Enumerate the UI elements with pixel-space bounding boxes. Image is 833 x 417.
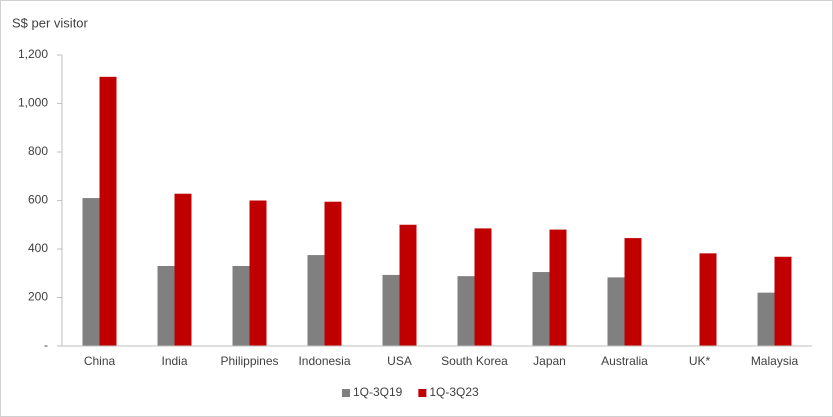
bar [757,292,775,346]
x-tick-label: India [161,354,187,368]
y-tick-label: 600 [28,193,48,207]
legend-swatch [418,389,427,397]
bar [307,255,325,346]
x-tick-label: Australia [601,354,648,368]
bar [324,201,342,346]
legend-label: 1Q-3Q23 [429,385,479,399]
bar [774,256,792,346]
y-tick-label: 1,000 [18,96,48,110]
x-tick-label: Philippines [220,354,278,368]
x-tick-label: Malaysia [751,354,799,368]
legend-swatch [342,389,350,397]
bar [457,276,475,346]
y-tick-label: 800 [28,144,48,158]
x-tick-label: USA [387,354,412,368]
x-tick-label: Indonesia [298,354,350,368]
legend-label: 1Q-3Q19 [353,385,403,399]
y-axis-title: S$ per visitor [12,15,89,30]
bar [82,198,100,346]
bar [624,238,642,346]
bar [549,229,567,346]
bar [157,265,175,346]
y-tick-label: - [44,338,48,352]
bar [532,272,550,346]
bar [382,274,400,346]
bar [174,193,192,346]
x-tick-label: China [84,354,116,368]
x-tick-label: Japan [533,354,566,368]
y-tick-label: 400 [28,241,48,255]
bar [99,76,117,346]
bar [607,277,625,346]
bar [699,253,717,346]
y-tick-label: 200 [28,290,48,304]
bar [474,228,492,346]
bar [232,265,250,346]
y-tick-label: 1,200 [18,47,48,61]
bar [249,200,267,346]
bar [399,224,417,346]
x-tick-label: UK* [689,354,711,368]
x-tick-label: South Korea [441,354,508,368]
